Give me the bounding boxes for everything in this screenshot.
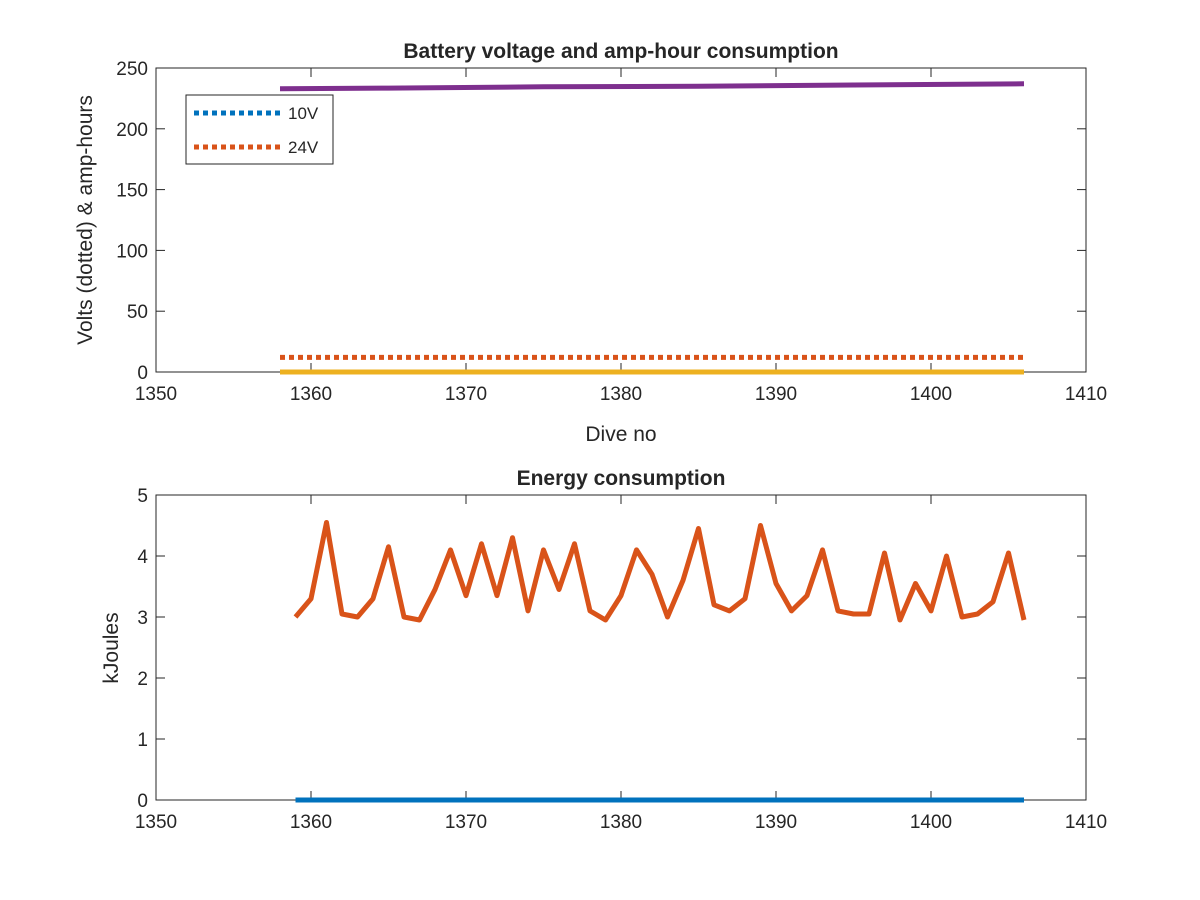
x-tick-label: 1380 — [600, 384, 642, 405]
chart-title-top: Battery voltage and amp-hour consumption — [403, 40, 838, 63]
x-ticks-bottom: 1350 1360 1370 1380 1390 1400 1410 — [135, 495, 1107, 833]
x-tick-label: 1370 — [445, 812, 487, 833]
x-tick-label: 1380 — [600, 812, 642, 833]
plot-area-bottom — [155, 494, 1087, 801]
chart-title-bottom: Energy consumption — [517, 467, 726, 490]
x-axis-label-top: Dive no — [585, 423, 656, 446]
y-tick-label: 0 — [137, 363, 148, 384]
y-ticks-top: 0 50 100 150 200 250 — [116, 59, 1086, 384]
series-line-top-3 — [279, 81, 1025, 92]
y-axis-label-bottom: kJoules — [100, 612, 123, 683]
series-lines-bottom — [293, 520, 1027, 803]
y-tick-label: 100 — [116, 241, 148, 262]
y-tick-label: 4 — [137, 547, 148, 568]
x-tick-label: 1370 — [445, 384, 487, 405]
legend-label-24v: 24V — [288, 138, 319, 157]
x-tick-label: 1390 — [755, 812, 797, 833]
y-tick-label: 3 — [137, 608, 148, 629]
series-lines-top — [279, 81, 1025, 375]
series-line-bottom-1 — [293, 520, 1027, 623]
x-tick-label: 1350 — [135, 384, 177, 405]
y-tick-label: 5 — [137, 486, 148, 507]
energy-consumption-axes: Energy consumption kJoules 1350 1360 1370 1… — [100, 467, 1107, 833]
y-tick-label: 200 — [116, 120, 148, 141]
y-tick-label: 1 — [137, 730, 148, 751]
x-tick-label: 1400 — [910, 384, 952, 405]
x-tick-label: 1360 — [290, 812, 332, 833]
y-tick-label: 0 — [137, 791, 148, 812]
y-ticks-bottom: 0 1 2 3 4 5 — [137, 486, 1086, 812]
y-tick-label: 250 — [116, 59, 148, 80]
x-tick-label: 1400 — [910, 812, 952, 833]
y-tick-label: 2 — [137, 669, 148, 690]
y-tick-label: 50 — [127, 302, 148, 323]
x-tick-label: 1350 — [135, 812, 177, 833]
legend-label-10v: 10V — [288, 104, 319, 123]
legend-box — [185, 94, 334, 165]
x-tick-label: 1410 — [1065, 812, 1107, 833]
x-tick-label: 1410 — [1065, 384, 1107, 405]
y-tick-label: 150 — [116, 181, 148, 202]
x-tick-label: 1360 — [290, 384, 332, 405]
y-axis-label-top: Volts (dotted) & amp-hours — [74, 95, 97, 345]
legend: 10V 24V — [185, 94, 334, 165]
voltage-amp-hour-axes: Battery voltage and amp-hour consumption… — [74, 40, 1107, 446]
x-tick-label: 1390 — [755, 384, 797, 405]
